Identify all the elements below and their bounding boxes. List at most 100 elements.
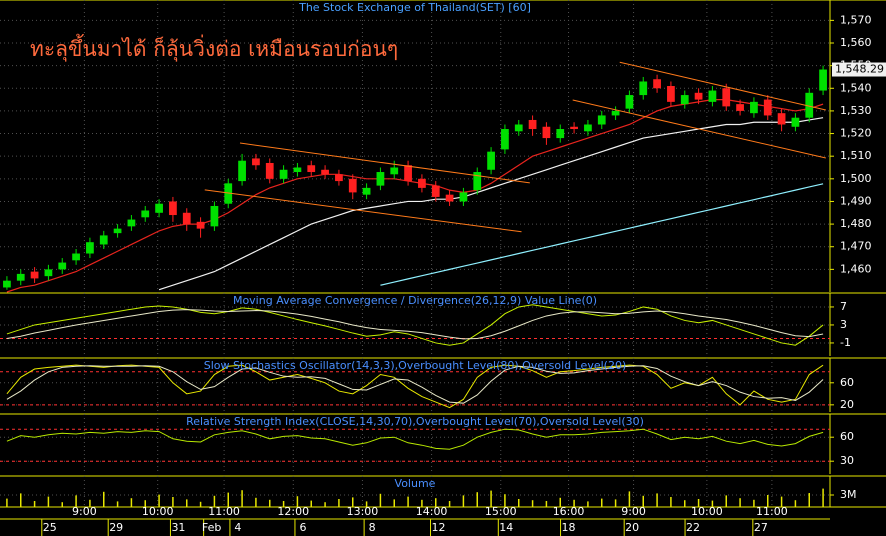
bar — [559, 497, 561, 507]
candle-body — [348, 178, 357, 193]
candle-body — [58, 262, 67, 270]
candle-body — [722, 88, 731, 107]
candle-body — [763, 99, 772, 116]
x-tick-label: 9:00 — [621, 505, 646, 518]
candle-body — [16, 273, 25, 281]
panel-title: Moving Average Convergence / Divergence(… — [233, 294, 597, 307]
bar — [462, 495, 465, 507]
bar — [421, 499, 423, 507]
series-line — [6, 365, 824, 404]
bar — [6, 498, 8, 507]
bar — [158, 494, 160, 507]
trendline — [572, 99, 826, 159]
candle-body — [127, 219, 136, 227]
candle-body — [639, 81, 648, 96]
bar — [269, 499, 271, 507]
x-tick-label: 15:00 — [485, 505, 517, 518]
date-tick-label: 22 — [686, 521, 700, 534]
bar — [47, 496, 50, 507]
y-tick-label: 1,570 — [840, 13, 872, 26]
candle-body — [597, 115, 606, 125]
bar — [199, 501, 202, 507]
x-tick-label: 10:00 — [691, 505, 723, 518]
y-tick-label: 1,490 — [840, 194, 872, 207]
candle-body — [3, 280, 11, 288]
x-tick-label: 9:00 — [72, 505, 97, 518]
bar — [545, 501, 548, 507]
candle-body — [376, 172, 385, 186]
bar — [186, 499, 188, 507]
y-tick-label: 60 — [840, 376, 854, 389]
candle-body — [390, 167, 399, 175]
series-line — [158, 117, 824, 291]
candle-body — [196, 221, 205, 229]
bar — [352, 497, 354, 507]
bar — [780, 496, 783, 507]
candle-body — [182, 212, 191, 225]
candle-body — [584, 124, 592, 132]
annotation: ทะลุขึ้นมาได้ ก็ลุ้นวิ่งต่อ เหมือนรอบก่อ… — [30, 34, 398, 62]
date-tick-label: 18 — [562, 521, 576, 534]
y-tick-label: 60 — [840, 430, 854, 443]
candle-body — [459, 192, 468, 202]
date-tick-label: 20 — [625, 521, 639, 534]
bar — [504, 494, 506, 507]
candle-body — [362, 187, 371, 195]
candle-body — [307, 165, 316, 173]
bar — [684, 500, 686, 507]
panel-title: Volume — [395, 477, 436, 490]
x-tick-label: 16:00 — [553, 505, 585, 518]
candle-body — [155, 203, 163, 213]
y-tick-label: 3M — [840, 488, 857, 501]
candle-body — [30, 271, 39, 279]
candle-body — [805, 92, 814, 118]
bar — [656, 493, 658, 507]
date-tick-label: 29 — [109, 521, 123, 534]
candle-body — [321, 169, 329, 175]
series-line — [6, 309, 824, 340]
series-line — [6, 428, 824, 450]
bar — [739, 498, 741, 507]
candle-body — [611, 110, 620, 116]
x-tick-label: 13:00 — [347, 505, 379, 518]
y-tick-label: 30 — [840, 454, 854, 467]
bar — [808, 493, 810, 507]
bar — [227, 492, 229, 507]
date-tick-label: 8 — [369, 521, 376, 534]
y-tick-label: 1,540 — [840, 81, 872, 94]
candle-body — [210, 205, 219, 227]
candle-body — [169, 201, 177, 216]
candle-body — [404, 165, 412, 182]
x-tick-label: 12:00 — [277, 505, 309, 518]
y-tick-label: 1,460 — [840, 262, 872, 275]
x-tick-label: 10:00 — [142, 505, 174, 518]
bar — [407, 496, 409, 507]
bar — [435, 498, 437, 507]
bar — [61, 502, 63, 507]
y-tick-label: 1,560 — [840, 36, 872, 49]
chart-title: The Stock Exchange of Thailand(SET) [60] — [298, 1, 531, 14]
candle-body — [113, 228, 122, 234]
date-tick-label: 27 — [754, 521, 768, 534]
candle-body — [653, 79, 661, 89]
trendline — [619, 61, 826, 111]
bar — [255, 497, 257, 507]
bar — [33, 501, 36, 507]
bar — [172, 497, 174, 507]
candle-body — [625, 95, 634, 109]
candle-body — [708, 90, 717, 102]
candle-body — [514, 124, 523, 132]
candle-body — [473, 172, 482, 191]
candle-body — [570, 126, 578, 130]
candle-body — [667, 86, 675, 102]
bar — [725, 495, 727, 507]
date-tick-label: Feb — [202, 521, 221, 534]
date-tick-label: 31 — [171, 521, 185, 534]
bar — [476, 492, 478, 507]
candle-body — [335, 174, 343, 182]
bar — [296, 496, 299, 507]
date-tick-label: 14 — [499, 521, 513, 534]
bar — [573, 499, 575, 507]
bar — [116, 501, 119, 507]
